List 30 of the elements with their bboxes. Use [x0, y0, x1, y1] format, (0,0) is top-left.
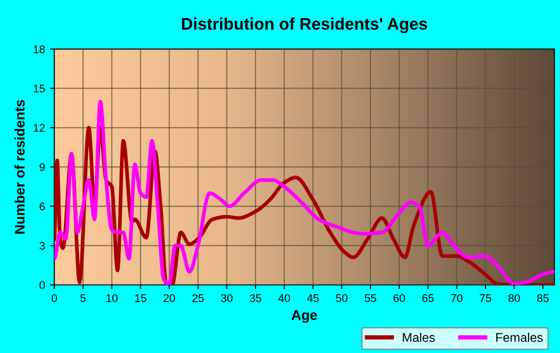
y-tick-label: 12	[34, 124, 45, 132]
x-axis-title: Age	[292, 310, 318, 323]
x-tick-label: 45	[307, 294, 319, 302]
legend-label: Females	[496, 332, 543, 342]
x-tick-label: 35	[250, 294, 262, 302]
y-tick-label: 9	[40, 163, 45, 172]
x-tick-label: 30	[221, 294, 233, 302]
x-tick-label: 60	[394, 294, 405, 302]
chart-title: Distribution of Residents' Ages	[182, 18, 428, 34]
x-tick-label: 25	[192, 294, 204, 302]
x-tick-label: 85	[537, 294, 549, 302]
x-tick-label: 50	[336, 294, 348, 302]
y-tick-label: 18	[34, 45, 45, 54]
x-tick-label: 75	[480, 294, 492, 302]
y-axis-title: Number of residents	[14, 100, 25, 234]
legend-label: Males	[402, 332, 435, 342]
x-tick-label: 5	[80, 294, 86, 302]
x-tick-label: 65	[422, 294, 434, 302]
x-tick-label: 10	[106, 294, 118, 302]
y-tick-label: 6	[40, 202, 45, 210]
x-tick-label: 20	[164, 294, 176, 302]
y-tick-label: 3	[40, 242, 45, 250]
x-tick-label: 15	[135, 294, 146, 302]
x-tick-label: 0	[52, 294, 57, 302]
x-tick-label: 70	[451, 294, 462, 302]
x-tick-label: 55	[364, 294, 376, 302]
y-tick-label: 0	[40, 281, 45, 290]
y-tick-label: 15	[34, 84, 45, 93]
x-tick-label: 40	[278, 294, 290, 302]
x-tick-label: 80	[508, 294, 520, 302]
